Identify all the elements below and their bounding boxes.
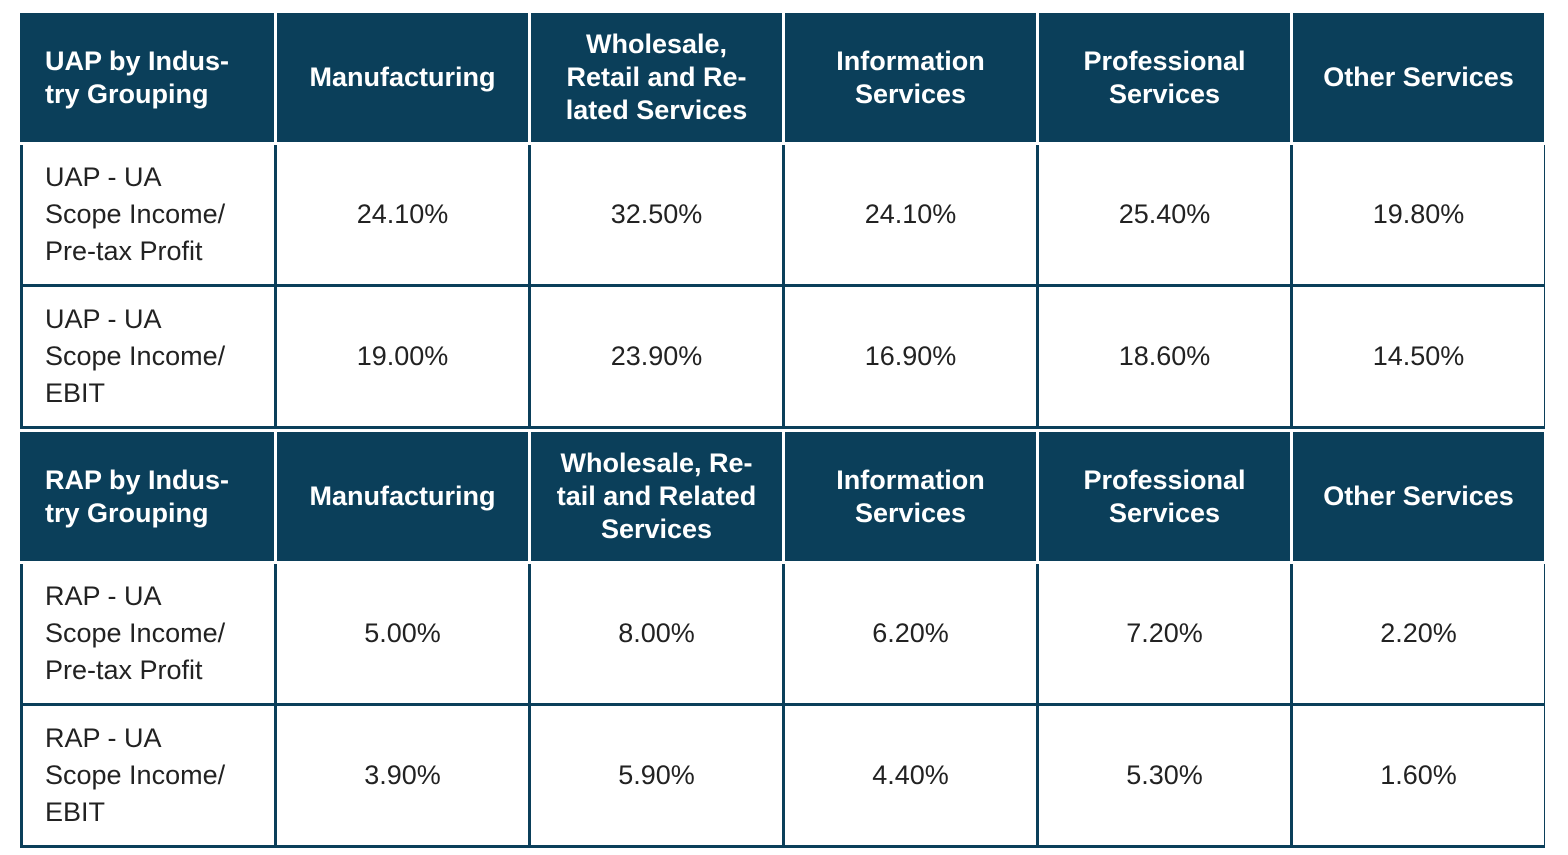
table-row: RAP - UA Scope Income/ EBIT 3.90% 5.90% 4.4… [20, 706, 1545, 845]
header-cell: Information Services [785, 13, 1036, 142]
data-block: UAP - UA Scope Income/ Pre-tax Profit 24.… [20, 145, 1545, 429]
value-cell: 5.00% [277, 564, 528, 703]
header-cell: Other Services [1293, 13, 1544, 142]
row-label: UAP - UA Scope Income/ EBIT [23, 287, 274, 426]
table-row: UAP - UA Scope Income/ Pre-tax Profit 24.… [20, 145, 1545, 284]
value-cell: 2.20% [1293, 564, 1544, 703]
value-cell: 18.60% [1039, 287, 1290, 426]
value-cell: 5.30% [1039, 706, 1290, 845]
row-label: RAP - UA Scope Income/ Pre-tax Profit [23, 564, 274, 703]
header-cell: Wholesale, Re- tail and Related Services [531, 432, 782, 561]
value-cell: 19.00% [277, 287, 528, 426]
value-cell: 14.50% [1293, 287, 1544, 426]
value-cell: 23.90% [531, 287, 782, 426]
value-cell: 3.90% [277, 706, 528, 845]
header-row: UAP by Indus- try Grouping Manufacturing W… [20, 13, 1545, 142]
industry-table: UAP by Indus- try Grouping Manufacturing W… [20, 13, 1545, 851]
row-label: UAP - UA Scope Income/ Pre-tax Profit [23, 145, 274, 284]
header-cell: Wholesale, Retail and Re- lated Services [531, 13, 782, 142]
header-cell: Professional Services [1039, 432, 1290, 561]
row-label: RAP - UA Scope Income/ EBIT [23, 706, 274, 845]
value-cell: 19.80% [1293, 145, 1544, 284]
value-cell: 25.40% [1039, 145, 1290, 284]
value-cell: 24.10% [277, 145, 528, 284]
header-cell: UAP by Indus- try Grouping [20, 13, 274, 142]
value-cell: 5.90% [531, 706, 782, 845]
header-cell: Manufacturing [277, 13, 528, 142]
header-cell: RAP by Indus- try Grouping [20, 432, 274, 561]
header-cell: Professional Services [1039, 13, 1290, 142]
value-cell: 32.50% [531, 145, 782, 284]
table-row: UAP - UA Scope Income/ EBIT 19.00% 23.90% 1… [20, 287, 1545, 426]
value-cell: 16.90% [785, 287, 1036, 426]
value-cell: 8.00% [531, 564, 782, 703]
data-block: RAP - UA Scope Income/ Pre-tax Profit 5.0… [20, 564, 1545, 848]
header-row: RAP by Indus- try Grouping Manufacturing W… [20, 432, 1545, 561]
header-cell: Information Services [785, 432, 1036, 561]
value-cell: 24.10% [785, 145, 1036, 284]
value-cell: 1.60% [1293, 706, 1544, 845]
value-cell: 7.20% [1039, 564, 1290, 703]
value-cell: 6.20% [785, 564, 1036, 703]
header-cell: Other Services [1293, 432, 1544, 561]
table-row: RAP - UA Scope Income/ Pre-tax Profit 5.0… [20, 564, 1545, 703]
header-cell: Manufacturing [277, 432, 528, 561]
value-cell: 4.40% [785, 706, 1036, 845]
